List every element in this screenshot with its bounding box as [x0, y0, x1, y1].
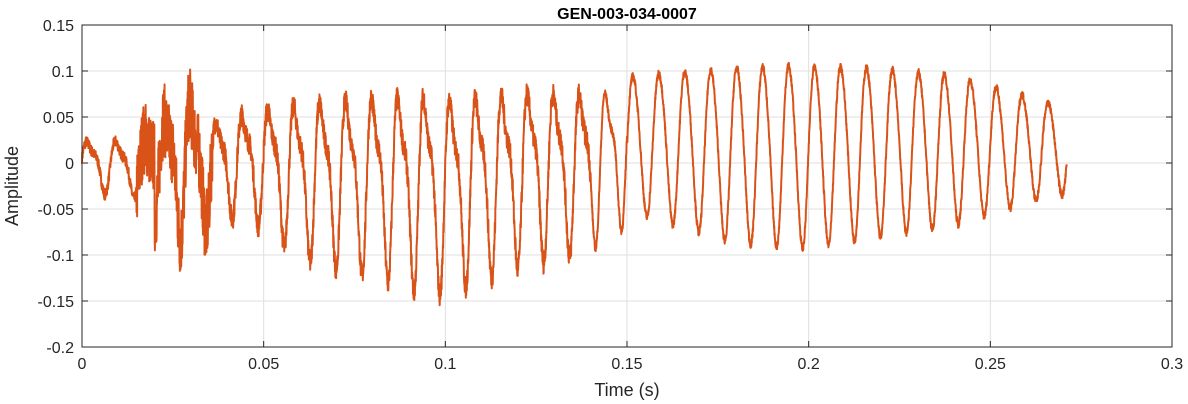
y-tick-labels: -0.2 -0.15 -0.1 -0.05 0 0.05 0.1 0.15 — [38, 18, 75, 357]
y-tick-label: -0.05 — [38, 202, 75, 219]
x-tick-label: 0.25 — [975, 356, 1006, 373]
y-tick-label: 0.15 — [43, 18, 74, 35]
x-axis-label: Time (s) — [594, 380, 659, 400]
y-tick-label: 0.05 — [43, 110, 74, 127]
y-tick-label: -0.1 — [46, 248, 74, 265]
y-tick-label: 0.1 — [52, 64, 74, 81]
x-tick-label: 0.05 — [248, 356, 279, 373]
axes-frame — [81, 24, 1173, 348]
x-tick-label: 0.2 — [798, 356, 820, 373]
series-line-0 — [81, 61, 1068, 307]
x-tick-label: 0.1 — [434, 356, 456, 373]
series-group — [81, 61, 1068, 307]
chart-title: GEN-003-034-0007 — [557, 6, 697, 23]
x-tick-label: 0.3 — [1161, 356, 1183, 373]
x-tick-labels: 0 0.05 0.1 0.15 0.2 0.25 0.3 — [78, 356, 1184, 373]
y-tick-label: -0.2 — [46, 340, 74, 357]
y-tick-label: 0 — [65, 156, 74, 173]
x-tick-label: 0 — [78, 356, 87, 373]
x-tick-label: 0.15 — [611, 356, 642, 373]
y-tick-label: -0.15 — [38, 294, 75, 311]
y-axis-label: Amplitude — [2, 146, 22, 226]
